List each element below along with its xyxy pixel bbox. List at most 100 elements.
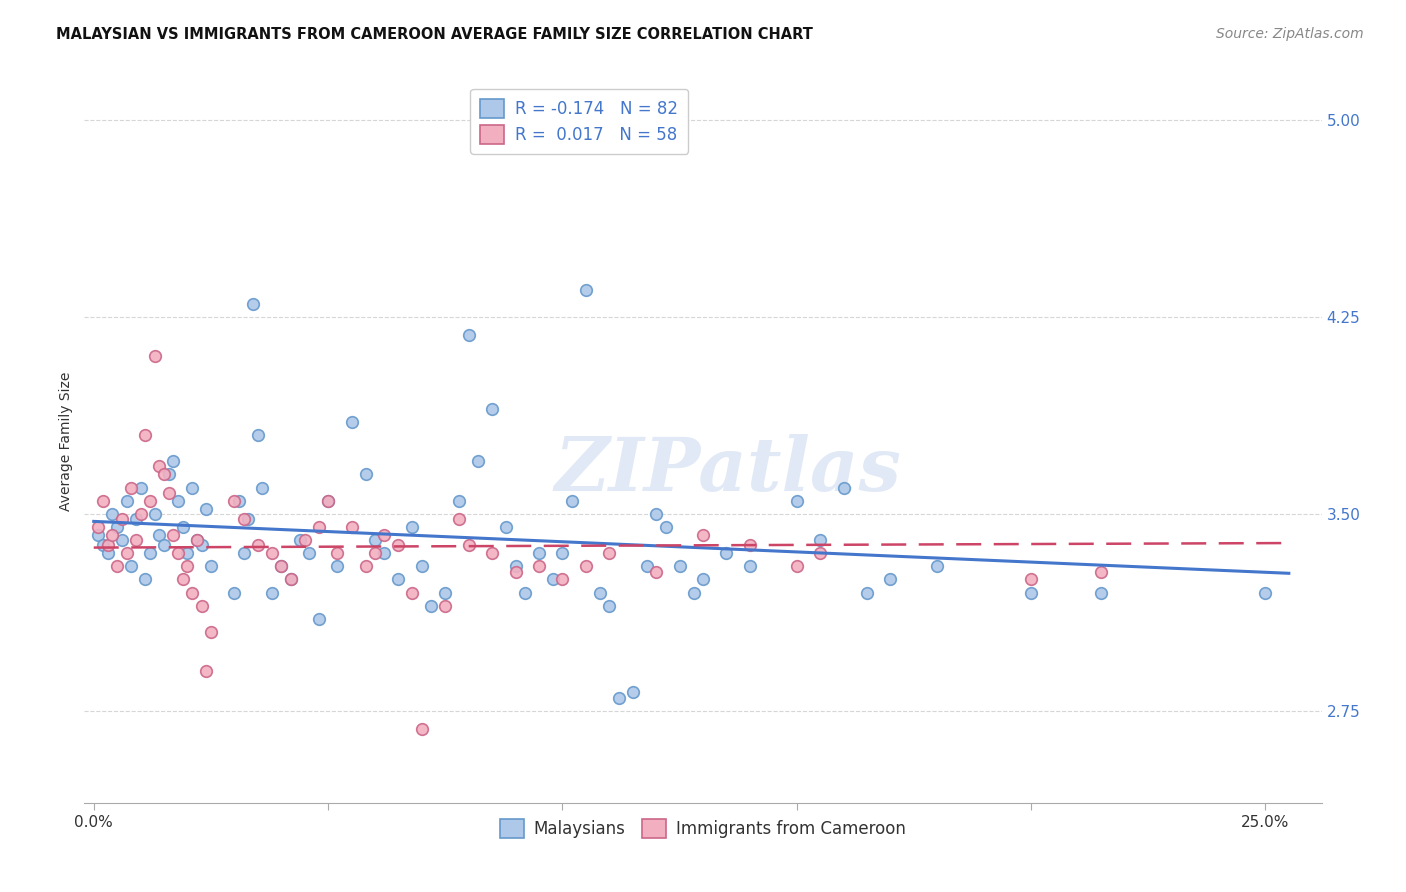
Legend: Malaysians, Immigrants from Cameroon: Malaysians, Immigrants from Cameroon (494, 813, 912, 845)
Point (401, 585, 423, 599)
Point (1019, 573, 1042, 587)
Point (294, 533, 316, 547)
Point (260, 546, 283, 560)
Point (354, 467, 377, 482)
Point (143, 349, 166, 363)
Point (316, 493, 339, 508)
Point (575, 284, 598, 298)
Point (505, 559, 527, 574)
Y-axis label: Average Family Size: Average Family Size (59, 372, 73, 511)
Point (97, 546, 120, 560)
Point (692, 528, 714, 542)
Point (232, 512, 254, 526)
Point (411, 559, 433, 574)
Text: ZIPatlas: ZIPatlas (554, 434, 901, 507)
Point (111, 533, 134, 547)
Point (190, 538, 212, 552)
Point (879, 573, 901, 587)
Point (716, 546, 738, 560)
Point (195, 665, 218, 679)
Point (434, 599, 457, 613)
Point (181, 481, 204, 495)
Point (527, 559, 550, 574)
Point (308, 520, 330, 534)
Point (551, 546, 574, 560)
Point (200, 625, 222, 640)
Point (280, 573, 302, 587)
Point (190, 599, 212, 613)
Point (645, 507, 668, 521)
Point (786, 559, 808, 574)
Point (411, 723, 433, 737)
Point (561, 493, 583, 508)
Point (1090, 565, 1112, 579)
Point (186, 533, 208, 547)
Point (238, 512, 260, 526)
Point (467, 454, 489, 468)
Point (134, 573, 156, 587)
Point (153, 467, 176, 482)
Point (246, 538, 269, 552)
Point (636, 559, 658, 574)
Point (808, 533, 831, 547)
Point (434, 585, 457, 599)
Point (589, 585, 612, 599)
Text: MALAYSIAN VS IMMIGRANTS FROM CAMEROON AVERAGE FAMILY SIZE CORRELATION CHART: MALAYSIAN VS IMMIGRANTS FROM CAMEROON AV… (56, 27, 813, 42)
Point (129, 481, 152, 495)
Point (457, 538, 479, 552)
Point (139, 546, 162, 560)
Point (125, 533, 148, 547)
Point (354, 559, 377, 574)
Point (527, 546, 550, 560)
Point (280, 573, 302, 587)
Point (682, 585, 704, 599)
Point (148, 459, 170, 474)
Point (364, 546, 387, 560)
Point (167, 546, 190, 560)
Point (364, 533, 387, 547)
Point (153, 538, 176, 552)
Point (139, 493, 162, 508)
Point (148, 528, 170, 542)
Point (120, 481, 142, 495)
Point (224, 493, 246, 508)
Point (387, 573, 409, 587)
Point (120, 559, 142, 574)
Point (1019, 585, 1042, 599)
Point (326, 559, 349, 574)
Point (181, 585, 204, 599)
Point (373, 528, 395, 542)
Point (449, 493, 471, 508)
Point (101, 507, 124, 521)
Point (654, 520, 676, 534)
Point (598, 599, 620, 613)
Point (401, 520, 423, 534)
Point (176, 559, 198, 574)
Point (607, 690, 630, 705)
Point (340, 520, 363, 534)
Point (927, 559, 949, 574)
Point (125, 512, 148, 526)
Point (513, 585, 536, 599)
Point (115, 493, 138, 508)
Point (668, 559, 690, 574)
Point (1090, 585, 1112, 599)
Point (481, 546, 503, 560)
Point (224, 585, 246, 599)
Point (505, 565, 527, 579)
Point (97, 538, 120, 552)
Text: Source: ZipAtlas.com: Source: ZipAtlas.com (1216, 27, 1364, 41)
Point (172, 520, 194, 534)
Point (645, 565, 668, 579)
Point (856, 585, 879, 599)
Point (738, 538, 761, 552)
Point (449, 512, 471, 526)
Point (808, 546, 831, 560)
Point (186, 533, 208, 547)
Point (242, 296, 264, 310)
Point (288, 533, 311, 547)
Point (91, 538, 114, 552)
Point (832, 481, 855, 495)
Point (457, 328, 479, 343)
Point (157, 467, 180, 482)
